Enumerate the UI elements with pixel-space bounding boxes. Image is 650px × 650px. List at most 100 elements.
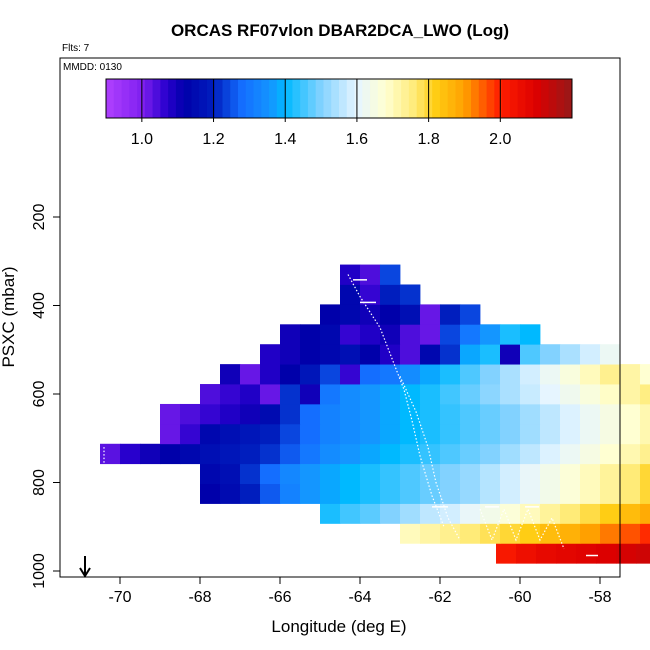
chart-title: ORCAS RF07vlon DBAR2DCA_LWO (Log) [171,21,509,40]
heatmap-cell [380,443,401,465]
heatmap-cell [280,324,301,345]
colorbar-swatch [486,79,495,118]
heatmap-cell [240,384,261,405]
heatmap-cell [540,344,561,365]
colorbar-swatch [393,79,402,118]
heatmap-cell [540,483,561,504]
heatmap-cell [340,344,361,365]
heatmap-cell [200,384,221,405]
heatmap-cell [320,344,341,365]
heatmap-cell [500,483,521,504]
heatmap-cell [480,324,501,345]
heatmap-cell [400,483,421,504]
heatmap-cell [160,423,181,445]
heatmap-cell [420,483,441,504]
heatmap-cell [440,364,461,385]
colorbar-swatch [137,79,146,118]
colorbar-swatch [168,79,177,118]
heatmap-cell [360,324,381,345]
heatmap-cell [516,543,537,564]
heatmap-cell [240,483,261,504]
colorbar-swatch [160,79,169,118]
heatmap-cell [600,423,621,445]
heatmap-cell [100,443,121,465]
down-arrow-icon [79,556,91,578]
colorbar-swatch [494,79,503,118]
heatmap-cell [520,364,541,385]
flight-track-overlay [103,274,598,557]
colorbar-swatch [525,79,534,118]
colorbar-swatch [339,79,348,118]
heatmap-cell [560,523,581,544]
heatmap-cell [180,403,201,425]
colorbar-swatch [284,79,293,118]
heatmap-cell [320,384,341,405]
heatmap-cell [500,423,521,445]
heatmap-cell [556,543,577,564]
colorbar-swatch [471,79,480,118]
heatmap-cell [340,364,361,385]
heatmap-cell [620,403,641,425]
heatmap-cell [580,344,601,365]
heatmap-cell [320,324,341,345]
heatmap-cell [260,483,281,504]
heatmap-cell [340,483,361,504]
heatmap-cell [600,384,621,405]
heatmap-cell [420,443,441,465]
colorbar-swatch [416,79,425,118]
heatmap-cell [120,443,141,465]
heatmap-cell [420,523,441,544]
y-tick-label: 800 [31,469,48,496]
heatmap-cell [320,423,341,445]
heatmap-cell [420,384,441,405]
heatmap-cell [340,503,361,524]
colorbar-swatch [323,79,332,118]
colorbar-tick-label: 2.0 [489,131,511,148]
colorbar-swatch [113,79,122,118]
colorbar-swatch [253,79,262,118]
heatmap-cell [580,403,601,425]
colorbar-swatch [463,79,472,118]
heatmap-cell [280,403,301,425]
heatmap-cell [600,523,621,544]
heatmap-cell [540,523,561,544]
heatmap-cell [620,384,641,405]
heatmap-cell [620,523,641,544]
heatmap-cell [500,523,521,544]
heatmap-cell [420,324,441,345]
date-label: MMDD: 0130 [63,62,122,73]
heatmap-cell [320,443,341,465]
colorbar-tick-label: 1.4 [274,131,296,148]
heatmap-cell [400,423,421,445]
heatmap-cell [580,503,601,524]
heatmap-cell [460,443,481,465]
heatmap-cell [400,384,421,405]
heatmap-cell [200,483,221,504]
y-axis: 200 400 600 800 1000 [31,204,60,589]
heatmap-cell [300,483,321,504]
x-tick-label: -68 [188,589,211,606]
heatmap-cell [160,403,181,425]
heatmap-cell [140,443,161,465]
colorbar-swatch [564,79,573,118]
heatmap-cell [420,423,441,445]
heatmap-cell [220,364,241,385]
heatmap-cell [340,284,361,305]
heatmap-cell [600,503,621,524]
flight-track-line [479,507,565,550]
heatmap-cell [360,344,381,365]
heatmap-cell [540,443,561,465]
heatmap-cell [200,423,221,445]
heatmap-cell [320,463,341,484]
colorbar-swatch [401,79,410,118]
heatmap-cell [300,423,321,445]
heatmap-cell [360,503,381,524]
heatmap-cell [620,503,641,524]
x-tick-label: -66 [268,589,291,606]
heatmap-cell [560,443,581,465]
heatmap-cell [400,304,421,325]
heatmap-cell [520,344,541,365]
heatmap-cell [540,384,561,405]
colorbar-tick-label: 1.6 [346,131,368,148]
